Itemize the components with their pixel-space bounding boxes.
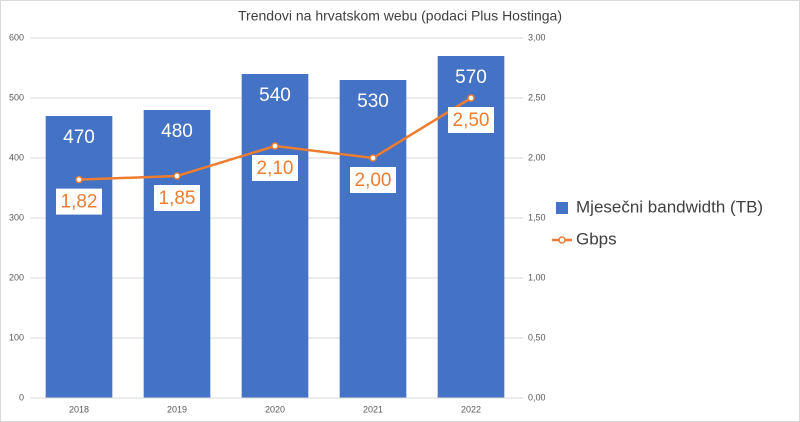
x-tick-label: 2022 (461, 404, 481, 414)
line-value-label: 1,85 (159, 188, 196, 209)
bar (241, 74, 309, 398)
y2-tick-label: 2,50 (528, 92, 546, 102)
line-marker (467, 94, 475, 102)
bar-value-label: 480 (161, 121, 193, 142)
y2-tick-label: 0,50 (528, 332, 546, 342)
label-box (56, 188, 102, 215)
label-box (154, 185, 200, 211)
legend-swatch (556, 202, 568, 214)
label-box (448, 107, 494, 133)
bar (45, 116, 113, 398)
y-tick-label: 100 (9, 332, 24, 342)
line-value-label: 2,50 (453, 110, 490, 131)
label-box (350, 167, 396, 193)
x-tick-label: 2019 (167, 404, 187, 414)
bar-value-label: 470 (63, 127, 95, 148)
bar (339, 80, 407, 398)
y2-tick-label: 1,50 (528, 212, 546, 222)
y2-tick-label: 1,00 (528, 272, 546, 282)
legend-marker (558, 236, 566, 244)
y-tick-label: 300 (9, 212, 24, 222)
line-marker (75, 175, 83, 184)
line-value-label: 1,82 (61, 192, 98, 213)
line-marker (271, 142, 279, 150)
chart-title: Trendovi na hrvatskom webu (podaci Plus … (238, 8, 562, 24)
y-tick-label: 200 (9, 272, 24, 282)
line-marker (173, 172, 181, 180)
legend-label: Gbps (576, 229, 617, 248)
x-tick-label: 2020 (265, 404, 285, 414)
bar-value-label: 530 (357, 91, 389, 112)
y2-tick-label: 0,00 (528, 392, 546, 402)
label-box (252, 155, 298, 181)
line-value-label: 2,10 (257, 158, 294, 179)
line-value-label: 2,00 (355, 170, 392, 191)
x-tick-label: 2021 (363, 404, 383, 414)
bar (143, 110, 211, 398)
y-tick-label: 600 (9, 32, 24, 42)
legend-label: Mjesečni bandwidth (TB) (576, 197, 763, 216)
line-marker (369, 154, 377, 162)
y-tick-label: 400 (9, 152, 24, 162)
y2-tick-label: 2,00 (528, 152, 546, 162)
bar-value-label: 570 (455, 67, 487, 88)
x-tick-label: 2018 (69, 404, 89, 414)
y2-tick-label: 3,00 (528, 32, 546, 42)
bar-value-label: 540 (259, 85, 291, 106)
y-tick-label: 0 (19, 392, 24, 402)
y-tick-label: 500 (9, 92, 24, 102)
